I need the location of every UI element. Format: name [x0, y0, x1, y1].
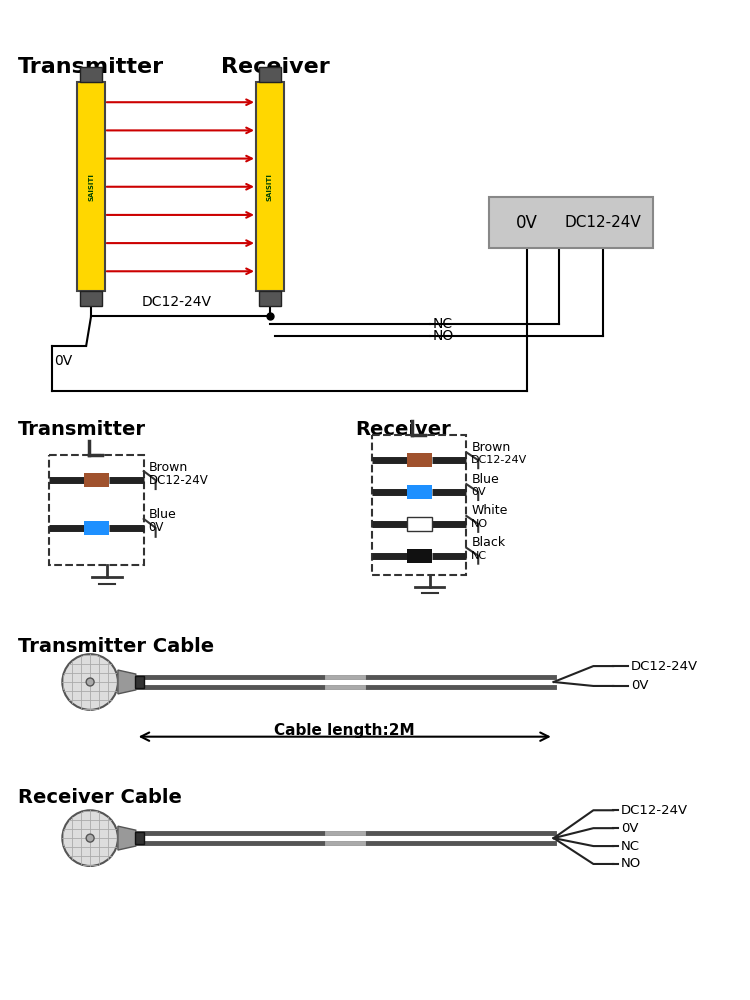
Polygon shape	[118, 670, 136, 694]
Bar	[80, 67, 102, 82]
Bar	[256, 82, 284, 291]
Text: 0V: 0V	[55, 354, 73, 368]
Text: DC12-24V: DC12-24V	[621, 804, 688, 817]
Text: Transmitter Cable: Transmitter Cable	[18, 637, 214, 656]
Bar	[406, 485, 431, 499]
Text: 0V: 0V	[631, 679, 649, 692]
Text: NO: NO	[471, 519, 488, 529]
Bar	[77, 82, 105, 291]
Text: DC12-24V: DC12-24V	[565, 215, 642, 230]
Text: SAISITI: SAISITI	[267, 173, 273, 201]
Bar	[135, 676, 144, 688]
Text: Receiver Cable: Receiver Cable	[18, 788, 182, 807]
Text: Transmitter: Transmitter	[18, 57, 164, 77]
Text: NC: NC	[621, 840, 640, 853]
Text: Receiver: Receiver	[356, 420, 451, 439]
Text: NC: NC	[471, 551, 488, 561]
Text: Brown: Brown	[148, 461, 188, 474]
Circle shape	[86, 678, 94, 686]
Circle shape	[62, 810, 118, 866]
Text: Black: Black	[471, 536, 506, 549]
Bar	[259, 291, 281, 306]
Text: 0V: 0V	[516, 214, 538, 232]
Text: Brown: Brown	[471, 441, 511, 454]
Bar	[135, 832, 144, 844]
Bar	[406, 453, 431, 467]
Text: Receiver: Receiver	[221, 57, 330, 77]
Bar	[50, 455, 144, 565]
Text: 0V: 0V	[148, 521, 164, 534]
Polygon shape	[118, 826, 136, 850]
Text: NC: NC	[433, 317, 453, 331]
Bar	[489, 197, 653, 248]
Text: SAISITI: SAISITI	[88, 173, 94, 201]
Text: 0V: 0V	[471, 487, 486, 497]
Bar	[259, 67, 281, 82]
Bar	[84, 473, 109, 487]
Circle shape	[86, 834, 94, 842]
Text: NO: NO	[621, 857, 641, 870]
Bar	[80, 291, 102, 306]
Bar	[406, 549, 431, 563]
Text: Blue: Blue	[148, 508, 176, 521]
Text: DC12-24V: DC12-24V	[631, 660, 698, 673]
Bar	[84, 521, 109, 535]
Text: DC12-24V: DC12-24V	[148, 474, 208, 487]
Text: Blue: Blue	[471, 473, 499, 486]
Text: Transmitter: Transmitter	[18, 420, 146, 439]
Text: 0V: 0V	[621, 822, 639, 835]
Circle shape	[62, 654, 118, 710]
Text: DC12-24V: DC12-24V	[142, 295, 211, 309]
Bar	[406, 517, 431, 531]
Text: White: White	[471, 504, 508, 517]
Text: DC12-24V: DC12-24V	[471, 455, 527, 465]
Text: NO: NO	[433, 329, 454, 343]
Bar	[372, 435, 466, 575]
Text: Cable length:2M: Cable length:2M	[274, 723, 415, 738]
